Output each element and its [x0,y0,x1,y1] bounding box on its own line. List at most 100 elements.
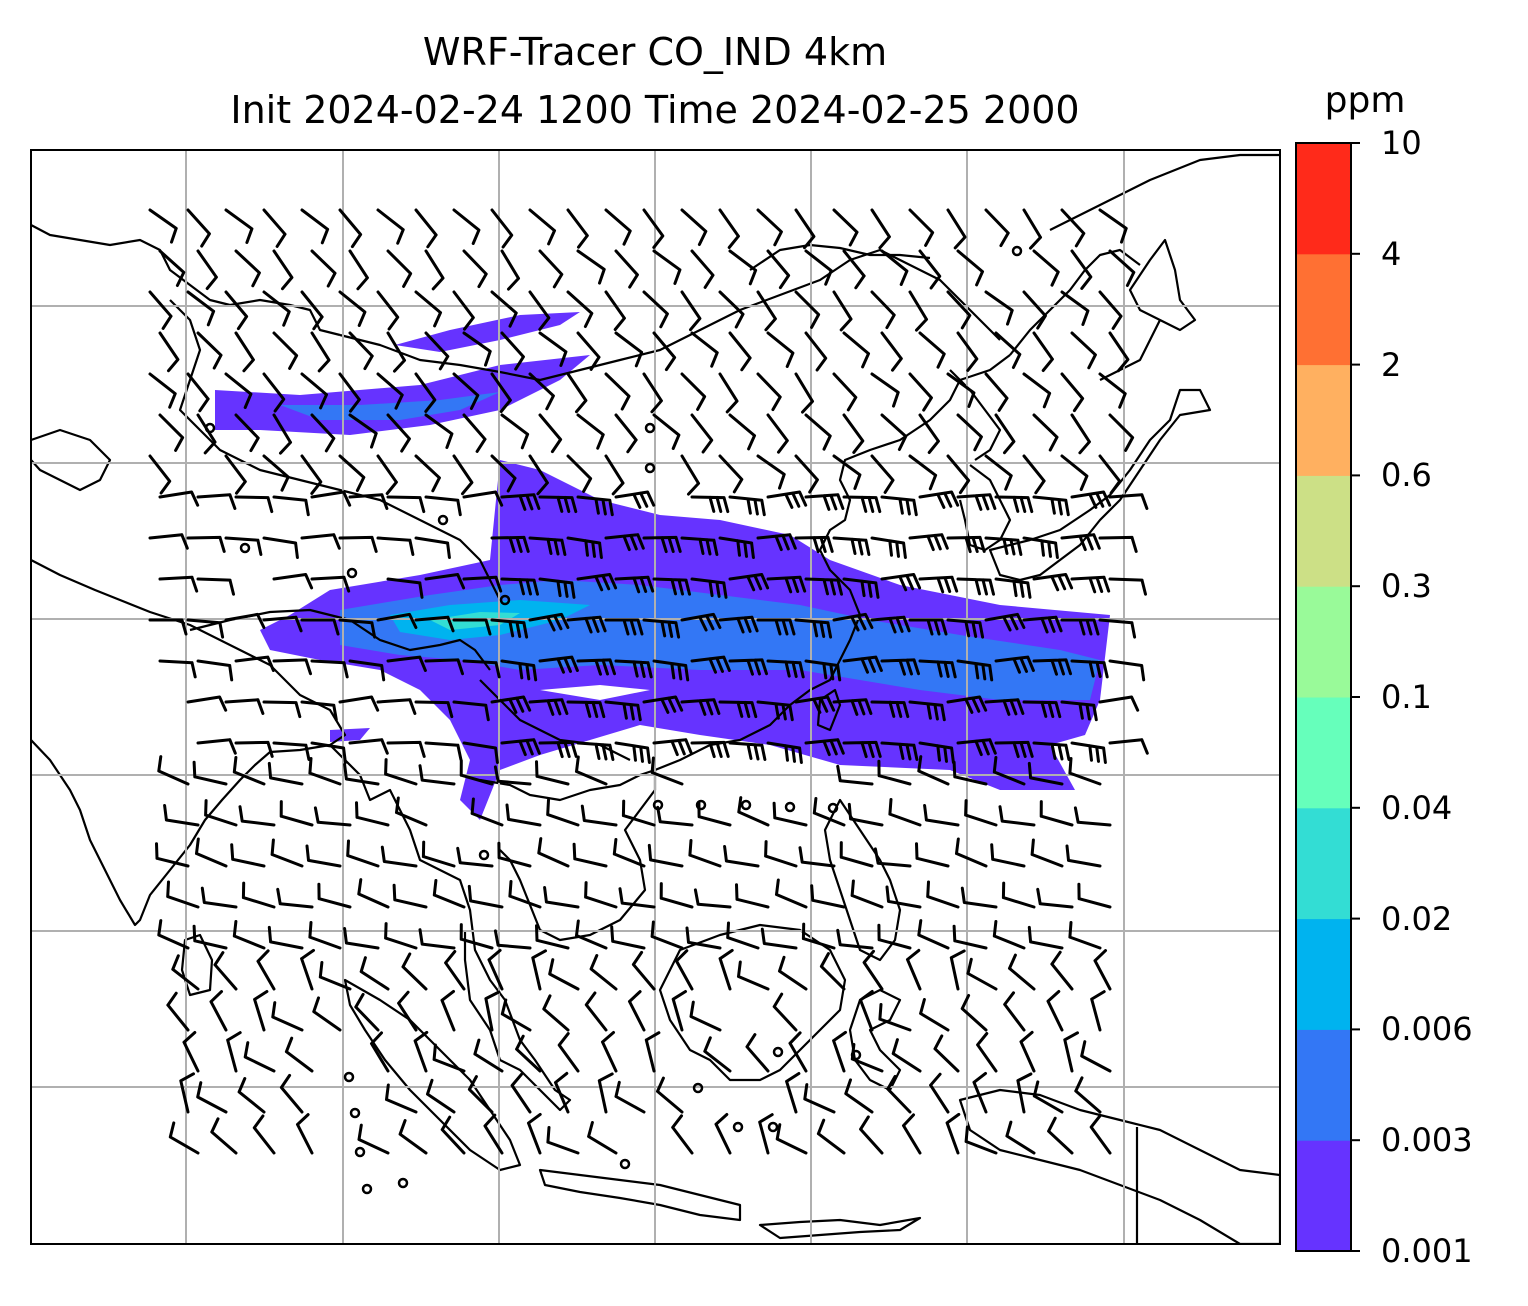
wind-barb [338,372,361,413]
wind-barb [421,840,456,868]
wind-barb [1060,372,1085,413]
colorbar-segment [1296,253,1351,366]
wind-barb [155,842,190,868]
wind-barb [467,1075,494,1114]
wind-barb [760,927,798,950]
wind-barb [1098,535,1138,553]
wind-barb [424,658,464,676]
colorbar-segment [1296,807,1351,920]
coast-sulawesi [848,988,902,1092]
colorbar-segment [1296,143,1351,255]
wind-barb [1050,950,1074,991]
wind-barb [756,618,796,636]
wind-barb [1039,800,1074,827]
wind-barb [262,615,303,633]
wind-barb [992,920,1026,950]
wind-barb [300,700,338,722]
wind-barb [728,573,770,592]
wind-barb [572,842,608,868]
wind-barb [794,372,814,414]
wind-barb [535,760,570,786]
wind-barb [1032,573,1074,592]
wind-barb [956,738,997,757]
wind-barb [728,331,752,372]
coast-philippines [823,798,902,962]
wind-barb [584,881,618,909]
wind-barb [992,756,1026,786]
colorbar [1296,142,1360,1252]
wind-barb [210,1117,238,1155]
wind-barb [196,331,223,370]
calm-marker [343,1071,355,1083]
wind-barb [766,413,789,454]
wind-barb [1068,757,1102,786]
wind-barb [614,490,656,509]
wind-barb [158,490,200,507]
wind-barb [888,798,922,827]
wind-barb [557,1032,580,1073]
wind-barb [234,413,260,453]
wind-barb [300,372,328,410]
colorbar-tick-label: 0.003 [1381,1121,1473,1160]
wind-barb [171,954,200,991]
coast-japan-north [1128,238,1197,332]
wind-barb [538,740,578,759]
wind-barb [424,495,462,517]
wind-barb [508,880,542,909]
wind-barb [794,208,816,250]
wind-barb [148,618,188,636]
wind-barb [166,991,190,1032]
wind-barb [919,998,950,1032]
wind-barb [310,249,337,288]
wind-barb [1074,1076,1102,1114]
wind-barb [1077,882,1112,909]
wind-barb [397,990,418,1032]
wind-barb [946,372,976,408]
wind-barb [685,926,722,950]
wind-barb [1070,249,1093,290]
wind-barb [1070,490,1112,509]
wind-barb [918,413,940,454]
wind-barb [484,990,501,1032]
coast-indochina [479,768,657,942]
coast-java [538,1168,742,1222]
wind-barb [1108,413,1135,452]
wind-barb [1005,1120,1036,1155]
wind-barb [955,837,988,868]
wind-barb [272,741,311,761]
calm-marker [772,1046,784,1058]
wind-barb [348,331,374,371]
wind-barb [775,1123,808,1155]
wind-barb [1070,331,1097,370]
wind-barb [376,454,398,495]
wind-barb [994,413,1016,455]
wind-barb [232,920,266,950]
wind-barb [804,738,845,757]
wind-barb [804,413,832,451]
map-title-line1: WRF-Tracer CO_IND 4km [422,30,888,74]
wind-barb [308,757,342,786]
wind-barb [497,841,532,868]
coast-japan [988,388,1212,582]
wind-barb [718,454,744,494]
wind-barb [885,885,922,909]
wind-barb [308,921,342,950]
wind-barb [690,413,714,454]
wind-barb [718,536,755,559]
calm-marker [239,542,251,554]
wind-barb [949,949,966,991]
wind-barb [348,659,386,682]
wind-barb [994,740,1034,759]
wind-barb [196,577,235,596]
wind-barb [515,1034,542,1073]
coast-myanmar-malay [329,744,572,1112]
wind-barb [680,612,722,632]
wind-barb [847,802,884,827]
wind-barb [493,929,532,950]
wind-barb [531,949,547,991]
wind-barb [432,1043,466,1073]
wind-barb [376,698,417,715]
wind-barb [631,950,656,991]
wind-barb [424,573,466,590]
wind-barb [718,208,740,249]
